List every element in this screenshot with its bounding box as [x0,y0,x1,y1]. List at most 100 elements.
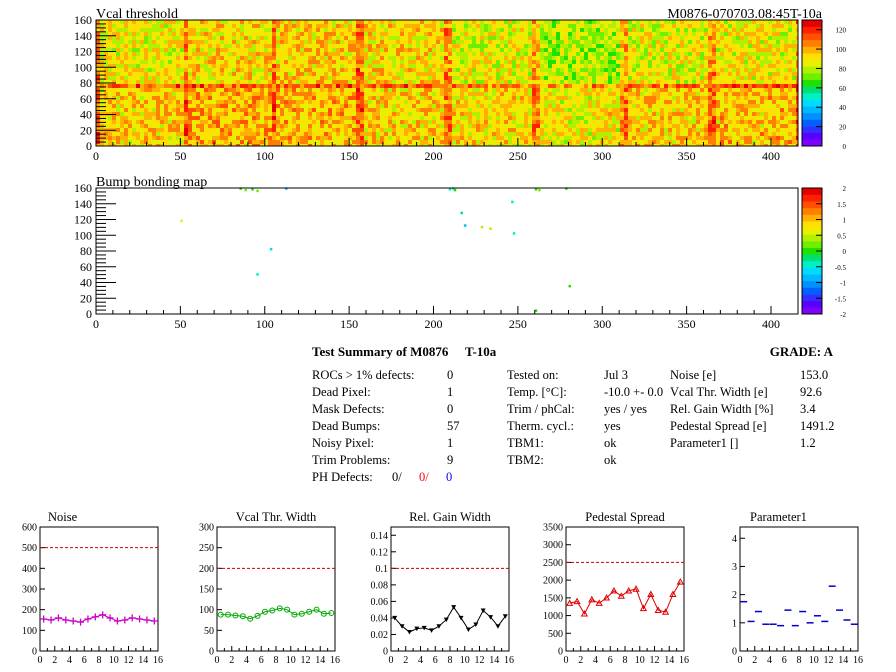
small-chart-y-tick-label: 400 [22,564,37,575]
summary-middle-label: Temp. [°C]: [507,385,567,399]
small-chart-x-tick-label: 0 [738,655,743,666]
small-chart-y-tick-label: 100 [22,626,37,637]
small-chart-x-tick-label: 12 [650,655,660,666]
small-chart-frame [739,526,859,652]
summary-left-label: Dead Bumps: [312,419,380,433]
summary-middle-label: Trim / phCal: [507,402,575,416]
bump-defect-point [534,309,538,312]
summary-grade: GRADE: A [770,344,834,359]
map1-x-tick-label: 250 [509,149,527,163]
small-chart-point [595,599,603,606]
summary-middle-value: yes / yes [604,402,647,416]
small-chart-series-line [394,606,506,633]
small-chart-x-tick-label: 14 [138,655,148,666]
small-chart-x-tick-label: 2 [578,655,583,666]
map2-x-tick-label: 350 [678,317,696,331]
small-chart-point [106,614,114,622]
map2-y-tick-label: 0 [86,307,92,321]
small-chart-y-tick-label: 1500 [543,593,563,604]
map2-palette-tick-label: 2 [843,185,847,193]
summary-left-label: Noisy Pixel: [312,436,374,450]
map2-x-tick-label: 50 [174,317,186,331]
small-chart-x-tick-label: 12 [301,655,311,666]
small-chart-point [580,609,589,617]
map2-y-tick-label: 160 [74,181,92,195]
small-chart-y-tick-label: 0 [32,647,37,658]
small-chart-point [284,606,291,613]
small-chart-x-tick-label: 8 [448,655,453,666]
small-chart-y-tick-label: 2500 [543,558,563,569]
summary-right-value: 1491.2 [800,419,834,433]
map1-y-tick-label: 100 [74,60,92,74]
small-chart-x-tick-label: 4 [67,655,72,666]
small-chart-series-line [220,607,332,620]
small-chart-point [269,607,276,614]
small-chart-series-line [569,581,681,615]
small-chart-point [113,617,121,625]
small-chart-y-tick-label: 1 [732,618,737,629]
map1-y-tick-label: 40 [80,108,92,122]
small-chart-y-tick-label: 500 [548,629,563,640]
summary-left-label: Dead Pixel: [312,385,371,399]
bump-defect-point [180,219,183,223]
map2-palette-tick-label: -1 [840,280,846,288]
small-chart-x-tick-label: 14 [838,655,848,666]
small-chart-point [676,578,684,585]
small-chart-x-tick-label: 8 [623,655,628,666]
summary-right-value: 92.6 [800,385,822,399]
small-chart-point [239,613,246,620]
small-chart-y-tick-label: 3000 [543,540,563,551]
small-chart-x-tick-label: 6 [259,655,264,666]
map1-palette-tick-label: 100 [836,46,847,54]
map2-palette-tick-label: 0 [843,248,847,256]
bump-defect-point [269,247,273,251]
small-chart-point [91,613,99,621]
summary-left-label: Trim Problems: [312,453,390,467]
map1-y-tick-label: 80 [80,76,92,90]
ph-defects-value-2: 0 [446,470,452,484]
small-chart-point [639,604,648,612]
bump-defect-point [452,187,455,190]
summary-right-label: Rel. Gain Width [%] [670,402,773,416]
small-chart-x-tick-label: 6 [433,655,438,666]
small-chart-point [47,616,55,624]
map1-palette-tick-label: 80 [839,65,847,73]
summary-left-value: 0 [447,368,453,382]
small-chart-point [647,590,655,598]
small-chart-y-tick-label: 300 [199,523,214,534]
map1-x-tick-label: 350 [678,149,696,163]
summary-right-value: 3.4 [800,402,816,416]
small-chart-x-tick-label: 10 [635,655,645,666]
summary-right-label: Vcal Thr. Width [e] [670,385,768,399]
small-chart-frame [216,526,336,652]
small-chart-y-tick-label: 200 [199,564,214,575]
small-chart-y-tick-label: 500 [22,543,37,554]
small-chart-point [480,608,486,613]
small-chart-x-tick-label: 4 [244,655,249,666]
ph-defects-value-0: 0/ [392,470,402,484]
ph-defects-value-1: 0/ [419,470,429,484]
small-chart-point [495,624,501,629]
small-chart-series-line [43,614,155,623]
map2-frame [95,187,799,315]
small-chart-x-tick-label: 0 [38,655,43,666]
summary-right-label: Pedestal Spread [e] [670,419,767,433]
map2-x-tick-label: 0 [93,317,99,331]
map1-palette-tick-label: 40 [839,104,847,112]
bump-defect-point [244,188,247,192]
map2-x-tick-label: 300 [593,317,611,331]
small-chart-point [69,617,77,625]
bump-bonding-map: 0 50 100 150 200 250 300 350 4000204060801001201… [74,181,799,331]
small-chart-point [566,599,574,606]
map2-x-tick-label: 200 [425,317,443,331]
small-chart-point [77,618,85,626]
map1-y-tick-label: 0 [86,139,92,153]
small-chart-y-tick-label: 0 [558,647,563,658]
bump-defect-point [448,188,452,191]
small-chart-x-tick-label: 4 [767,655,772,666]
small-chart-point [54,614,62,622]
map2-x-tick-label: 100 [256,317,274,331]
small-chart-point [392,615,398,621]
small-chart-frame [39,526,159,652]
bump-defect-point [512,232,516,235]
